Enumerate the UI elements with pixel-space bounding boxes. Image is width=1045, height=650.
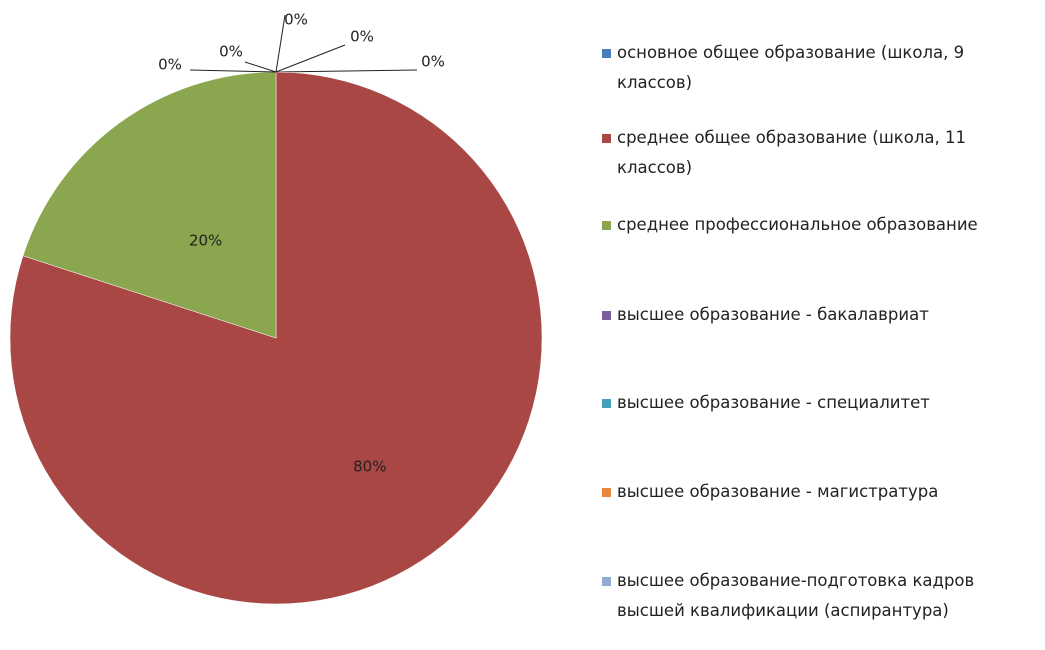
data-label: 0% [284, 11, 308, 29]
legend-swatch [602, 311, 611, 320]
pie-slice [22, 71, 277, 339]
leader-line [189, 69, 277, 73]
legend-swatch [602, 134, 611, 143]
legend-swatch [602, 399, 611, 408]
legend-label: высшее образование-подготовка кадров выс… [617, 571, 975, 620]
legend-label: среднее общее образование (школа, 11 кла… [617, 128, 967, 177]
leader-line [275, 14, 286, 73]
data-label: 80% [353, 458, 386, 476]
legend-item: высшее образование - магистратура [602, 477, 1032, 507]
legend-label: высшее образование - специалитет [617, 393, 930, 412]
legend-item: высшее образование - бакалавриат [602, 300, 1032, 330]
legend-item: среднее общее образование (школа, 11 кла… [602, 123, 1032, 183]
legend-item: основное общее образование (школа, 9 кла… [602, 38, 1032, 98]
data-label: 0% [158, 56, 182, 74]
legend-item: среднее профессиональное образование [602, 210, 1032, 240]
data-label: 0% [350, 28, 374, 46]
data-label: 20% [189, 232, 222, 250]
leader-line [275, 69, 418, 73]
data-label: 0% [219, 43, 243, 61]
legend-label: основное общее образование (школа, 9 кла… [617, 43, 965, 92]
legend-item: высшее образование - специалитет [602, 388, 1032, 418]
legend-swatch [602, 577, 611, 586]
legend-item: высшее образование-подготовка кадров выс… [602, 566, 1032, 626]
legend-label: среднее профессиональное образование [617, 215, 978, 234]
legend-label: высшее образование - бакалавриат [617, 305, 929, 324]
legend-swatch [602, 488, 611, 497]
data-label: 0% [421, 53, 445, 71]
leader-line [275, 44, 346, 73]
legend-label: высшее образование - магистратура [617, 482, 939, 501]
leader-line [244, 61, 277, 73]
legend-swatch [602, 221, 611, 230]
legend-swatch [602, 49, 611, 58]
